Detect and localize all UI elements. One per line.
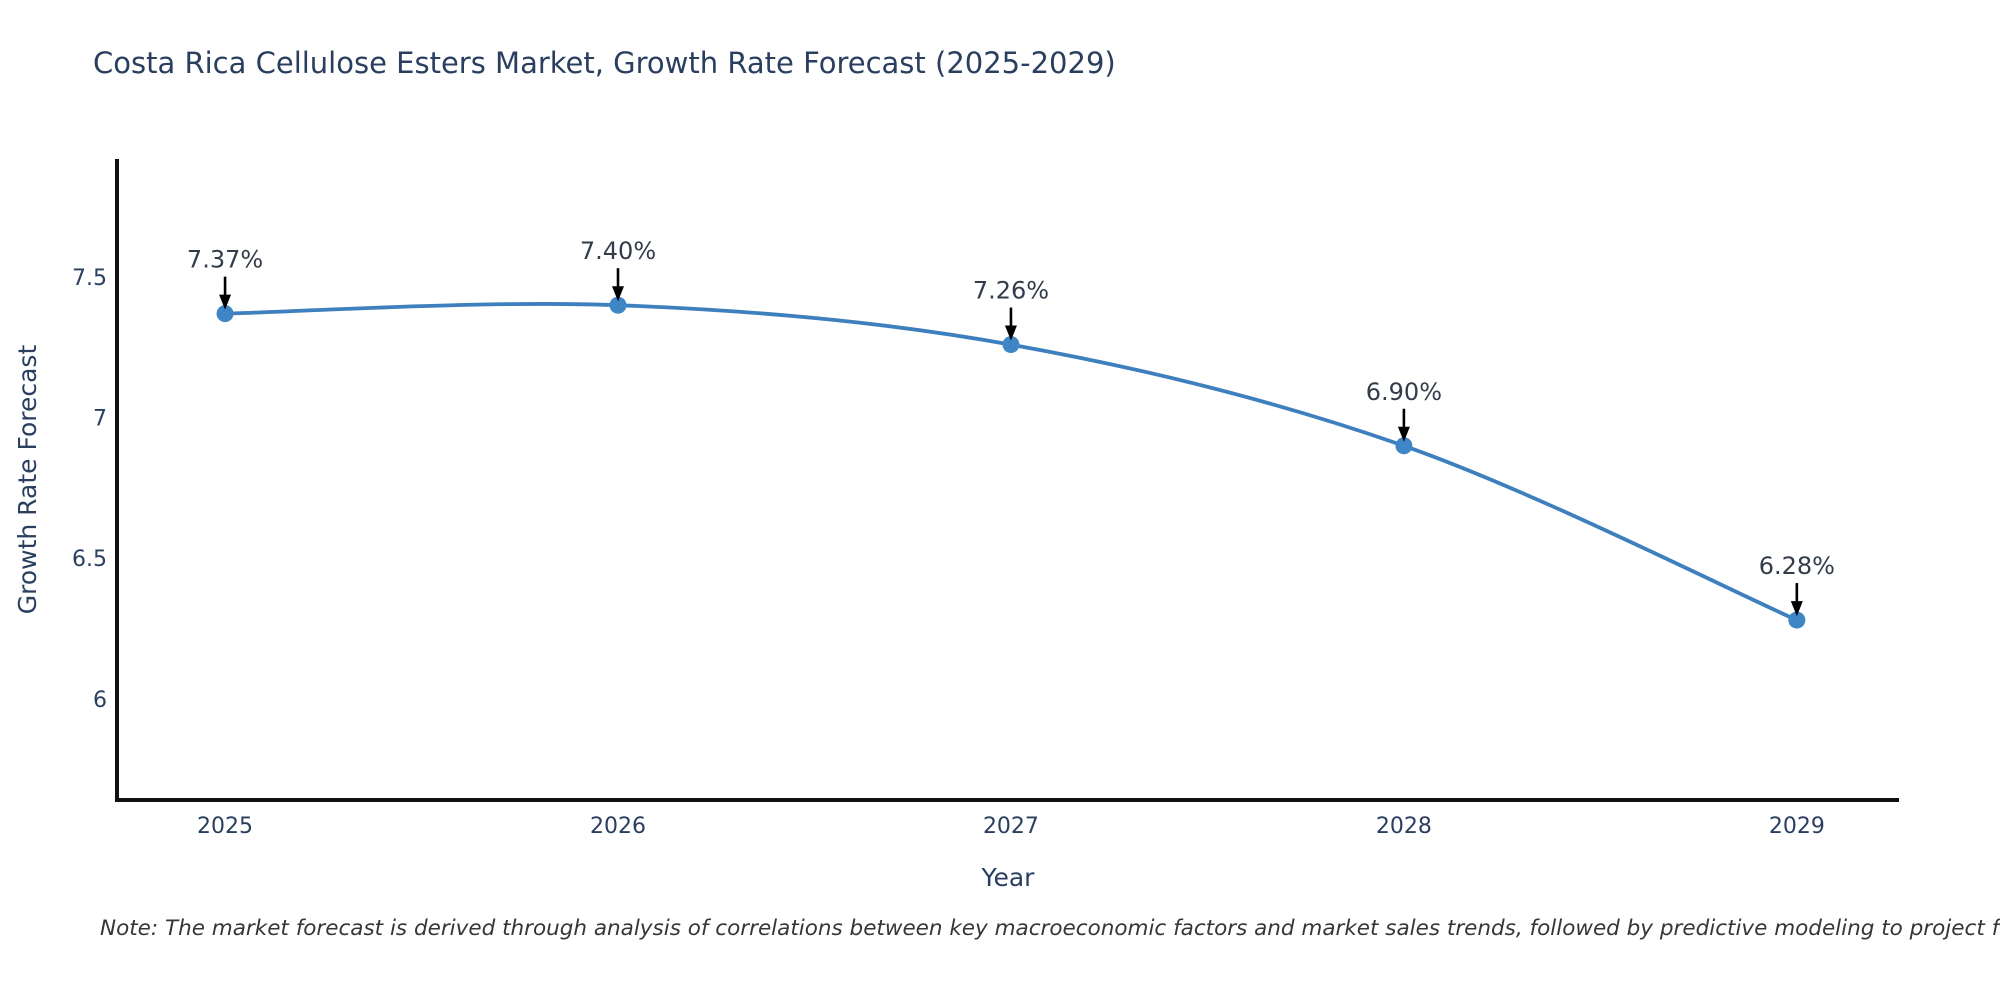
data-point-label: 7.37%	[187, 246, 263, 274]
annotation-arrow-head	[219, 294, 232, 310]
data-point-label: 7.26%	[973, 277, 1049, 305]
x-tick-label: 2025	[197, 814, 253, 839]
data-point-marker[interactable]	[1788, 611, 1806, 629]
data-point-marker[interactable]	[609, 296, 627, 314]
x-tick-label: 2029	[1769, 814, 1825, 839]
chart-title: Costa Rica Cellulose Esters Market, Grow…	[93, 46, 1116, 80]
data-point-marker[interactable]	[1002, 336, 1020, 354]
annotation-arrow-head	[1790, 601, 1803, 617]
y-tick-label: 7.5	[72, 266, 107, 291]
data-point-label: 6.90%	[1366, 378, 1442, 406]
y-axis-title: Growth Rate Forecast	[13, 345, 42, 615]
data-point-marker[interactable]	[216, 305, 234, 323]
annotation-arrow-head	[612, 286, 625, 302]
footnote: Note: The market forecast is derived thr…	[100, 916, 2000, 941]
x-tick-label: 2026	[590, 814, 646, 839]
y-tick-label: 6.5	[72, 547, 107, 572]
data-point-label: 6.28%	[1759, 552, 1835, 580]
data-point-marker[interactable]	[1395, 437, 1413, 455]
x-axis-title: Year	[981, 863, 1036, 892]
y-tick-label: 6	[93, 688, 107, 713]
data-point-label: 7.40%	[580, 237, 656, 265]
annotation-arrow-head	[1004, 325, 1017, 341]
x-tick-label: 2028	[1376, 814, 1432, 839]
y-tick-label: 7	[93, 407, 107, 432]
annotation-arrow-head	[1397, 426, 1410, 442]
x-tick-label: 2027	[983, 814, 1039, 839]
